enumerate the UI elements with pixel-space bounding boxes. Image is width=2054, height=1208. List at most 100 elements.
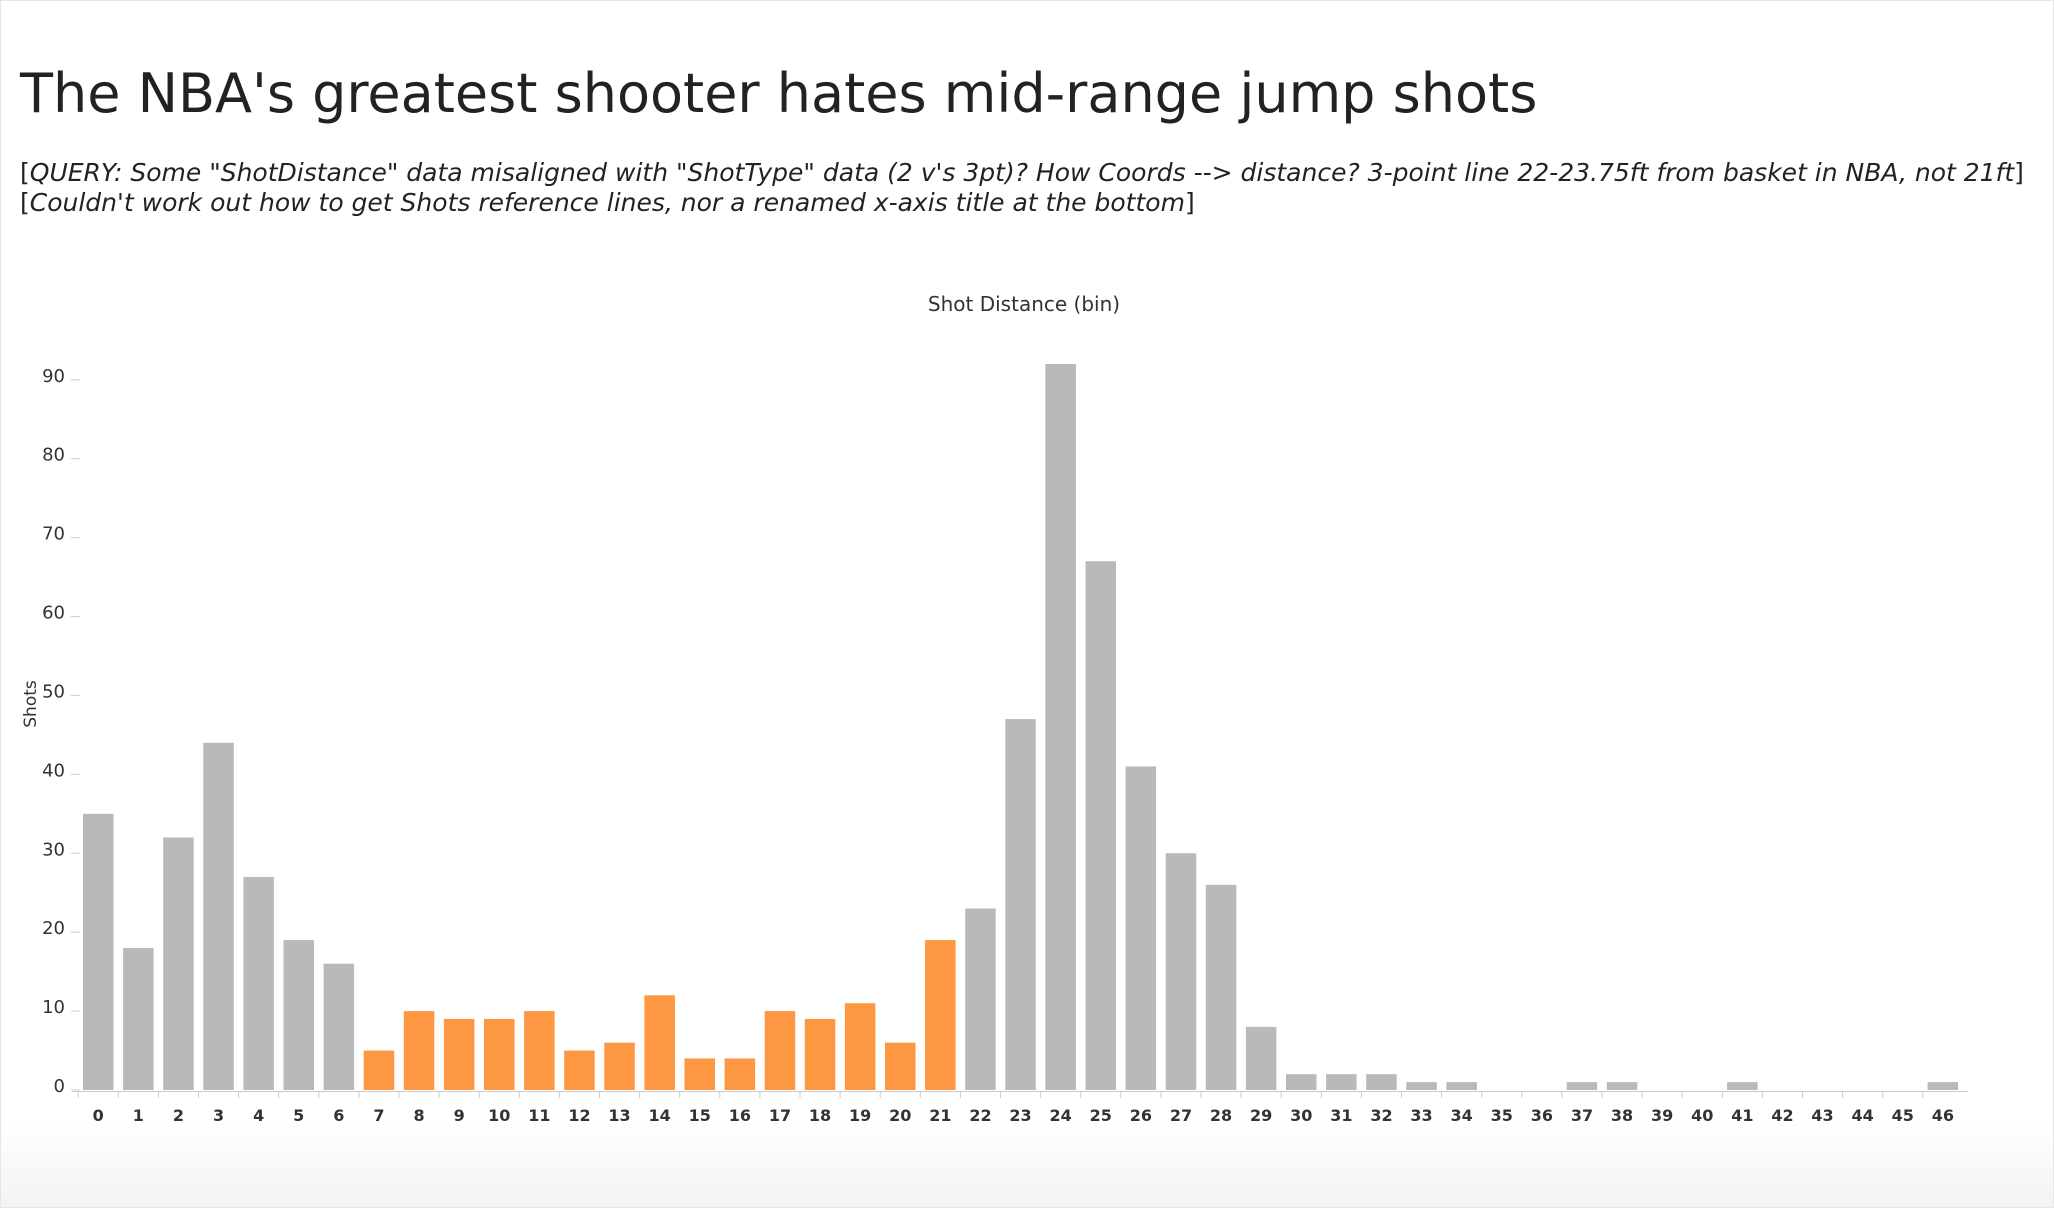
bar-24 — [1045, 364, 1076, 1090]
x-tick-label: 22 — [969, 1106, 991, 1125]
bar-12 — [564, 1050, 595, 1090]
x-tick-label: 36 — [1531, 1106, 1553, 1125]
query-note-text: QUERY: Some "ShotDistance" data misalign… — [29, 158, 2015, 187]
bar-19 — [844, 1003, 876, 1090]
bar-6 — [323, 963, 355, 1090]
bar-9 — [443, 1018, 475, 1090]
bar-30 — [1286, 1074, 1317, 1090]
y-tick-label: 20 — [42, 918, 65, 939]
bar-25 — [1085, 561, 1116, 1090]
x-tick-label: 42 — [1771, 1106, 1793, 1125]
bar-38 — [1606, 1082, 1638, 1090]
x-tick-label: 2 — [173, 1106, 184, 1125]
x-tick-label: 0 — [93, 1106, 104, 1125]
x-tick-label: 29 — [1250, 1106, 1272, 1125]
x-tick-label: 7 — [373, 1106, 384, 1125]
bar-26 — [1125, 766, 1157, 1090]
query-note-close: ] — [2014, 158, 2024, 187]
x-tick-label: 41 — [1731, 1106, 1753, 1125]
bar-2 — [163, 837, 194, 1090]
y-tick-label: 10 — [42, 997, 65, 1018]
x-tick-label: 32 — [1370, 1106, 1392, 1125]
x-tick-label: 3 — [213, 1106, 224, 1125]
y-tick-label: 40 — [42, 760, 65, 781]
x-tick-label: 24 — [1050, 1106, 1072, 1125]
x-tick-label: 5 — [293, 1106, 304, 1125]
bar-23 — [1005, 719, 1036, 1090]
x-tick-label: 25 — [1090, 1106, 1112, 1125]
bar-7 — [363, 1050, 395, 1090]
x-tick-label: 13 — [608, 1106, 630, 1125]
x-tick-label: 35 — [1491, 1106, 1513, 1125]
bar-33 — [1406, 1082, 1437, 1090]
bar-28 — [1205, 884, 1237, 1090]
y-tick-label: 80 — [42, 445, 65, 466]
x-tick-label: 30 — [1290, 1106, 1312, 1125]
x-tick-label: 21 — [929, 1106, 951, 1125]
x-tick-label: 16 — [729, 1106, 751, 1125]
x-tick-label: 15 — [689, 1106, 711, 1125]
x-tick-label: 23 — [1009, 1106, 1031, 1125]
x-tick-label: 33 — [1410, 1106, 1432, 1125]
bar-17 — [764, 1011, 796, 1090]
x-tick-label: 20 — [889, 1106, 911, 1125]
bar-34 — [1446, 1082, 1477, 1090]
bar-10 — [484, 1018, 515, 1090]
bar-5 — [283, 940, 314, 1090]
bars — [83, 364, 1959, 1090]
x-tick-label: 10 — [488, 1106, 510, 1125]
y-tick-label: 30 — [42, 839, 65, 860]
y-tick-label: 0 — [54, 1076, 65, 1097]
bar-29 — [1245, 1026, 1277, 1090]
y-tick-label: 50 — [42, 681, 65, 702]
bar-31 — [1326, 1074, 1357, 1090]
x-tick-label: 31 — [1330, 1106, 1352, 1125]
bar-chart: Shot Distance (bin) Shots 01020304050607… — [21, 292, 1969, 1125]
x-tick-label: 28 — [1210, 1106, 1232, 1125]
x-tick-label: 27 — [1170, 1106, 1192, 1125]
bar-8 — [403, 1011, 435, 1090]
reference-note-close: ] — [1184, 188, 1195, 217]
x-tick-label: 40 — [1691, 1106, 1713, 1125]
x-tick-label: 43 — [1811, 1106, 1833, 1125]
bar-27 — [1165, 853, 1197, 1090]
reference-note-text: Couldn't work out how to get Shots refer… — [29, 188, 1185, 217]
bar-1 — [123, 947, 154, 1090]
bar-4 — [243, 876, 274, 1090]
query-note-open: [ — [20, 158, 30, 187]
bar-21 — [925, 940, 956, 1090]
bar-18 — [804, 1018, 836, 1090]
x-tick-label: 6 — [333, 1106, 344, 1125]
bar-13 — [604, 1042, 635, 1090]
x-tick-label: 4 — [253, 1106, 264, 1125]
y-tick-label: 60 — [42, 603, 65, 624]
x-tick-label: 9 — [454, 1106, 465, 1125]
y-axis-label: Shots — [21, 680, 41, 728]
x-tick-label: 1 — [133, 1106, 144, 1125]
x-tick-label: 44 — [1852, 1106, 1874, 1125]
x-tick-label: 46 — [1932, 1106, 1954, 1125]
x-axis: 0 1 2 3 4 5 6 7 8 9 10 11 12 13 14 15 16 17 18 19 20 21 22 23 24… — [72, 1091, 1969, 1125]
bar-3 — [203, 742, 234, 1090]
bar-11 — [524, 1011, 555, 1090]
x-tick-label: 17 — [769, 1106, 791, 1125]
bar-14 — [644, 995, 675, 1090]
chart-title: Shot Distance (bin) — [928, 292, 1120, 316]
x-tick-label: 19 — [849, 1106, 871, 1125]
x-tick-label: 14 — [649, 1106, 671, 1125]
bar-0 — [83, 813, 114, 1090]
query-note: [QUERY: Some "ShotDistance" data misalig… — [20, 158, 2024, 188]
x-tick-label: 18 — [809, 1106, 831, 1125]
page-title: The NBA's greatest shooter hates mid-ran… — [20, 62, 1538, 125]
y-axis: 0 10 20 30 40 50 60 70 80 90 — [42, 366, 80, 1097]
x-tick-label: 38 — [1611, 1106, 1633, 1125]
notes: [QUERY: Some "ShotDistance" data misalig… — [20, 158, 2024, 218]
bar-15 — [684, 1058, 715, 1090]
reference-note-open: [ — [20, 188, 30, 217]
x-tick-label: 34 — [1451, 1106, 1473, 1125]
bar-37 — [1566, 1082, 1598, 1090]
y-tick-label: 70 — [42, 524, 65, 545]
x-tick-label: 12 — [568, 1106, 590, 1125]
bar-32 — [1366, 1074, 1397, 1090]
bar-16 — [724, 1058, 756, 1090]
